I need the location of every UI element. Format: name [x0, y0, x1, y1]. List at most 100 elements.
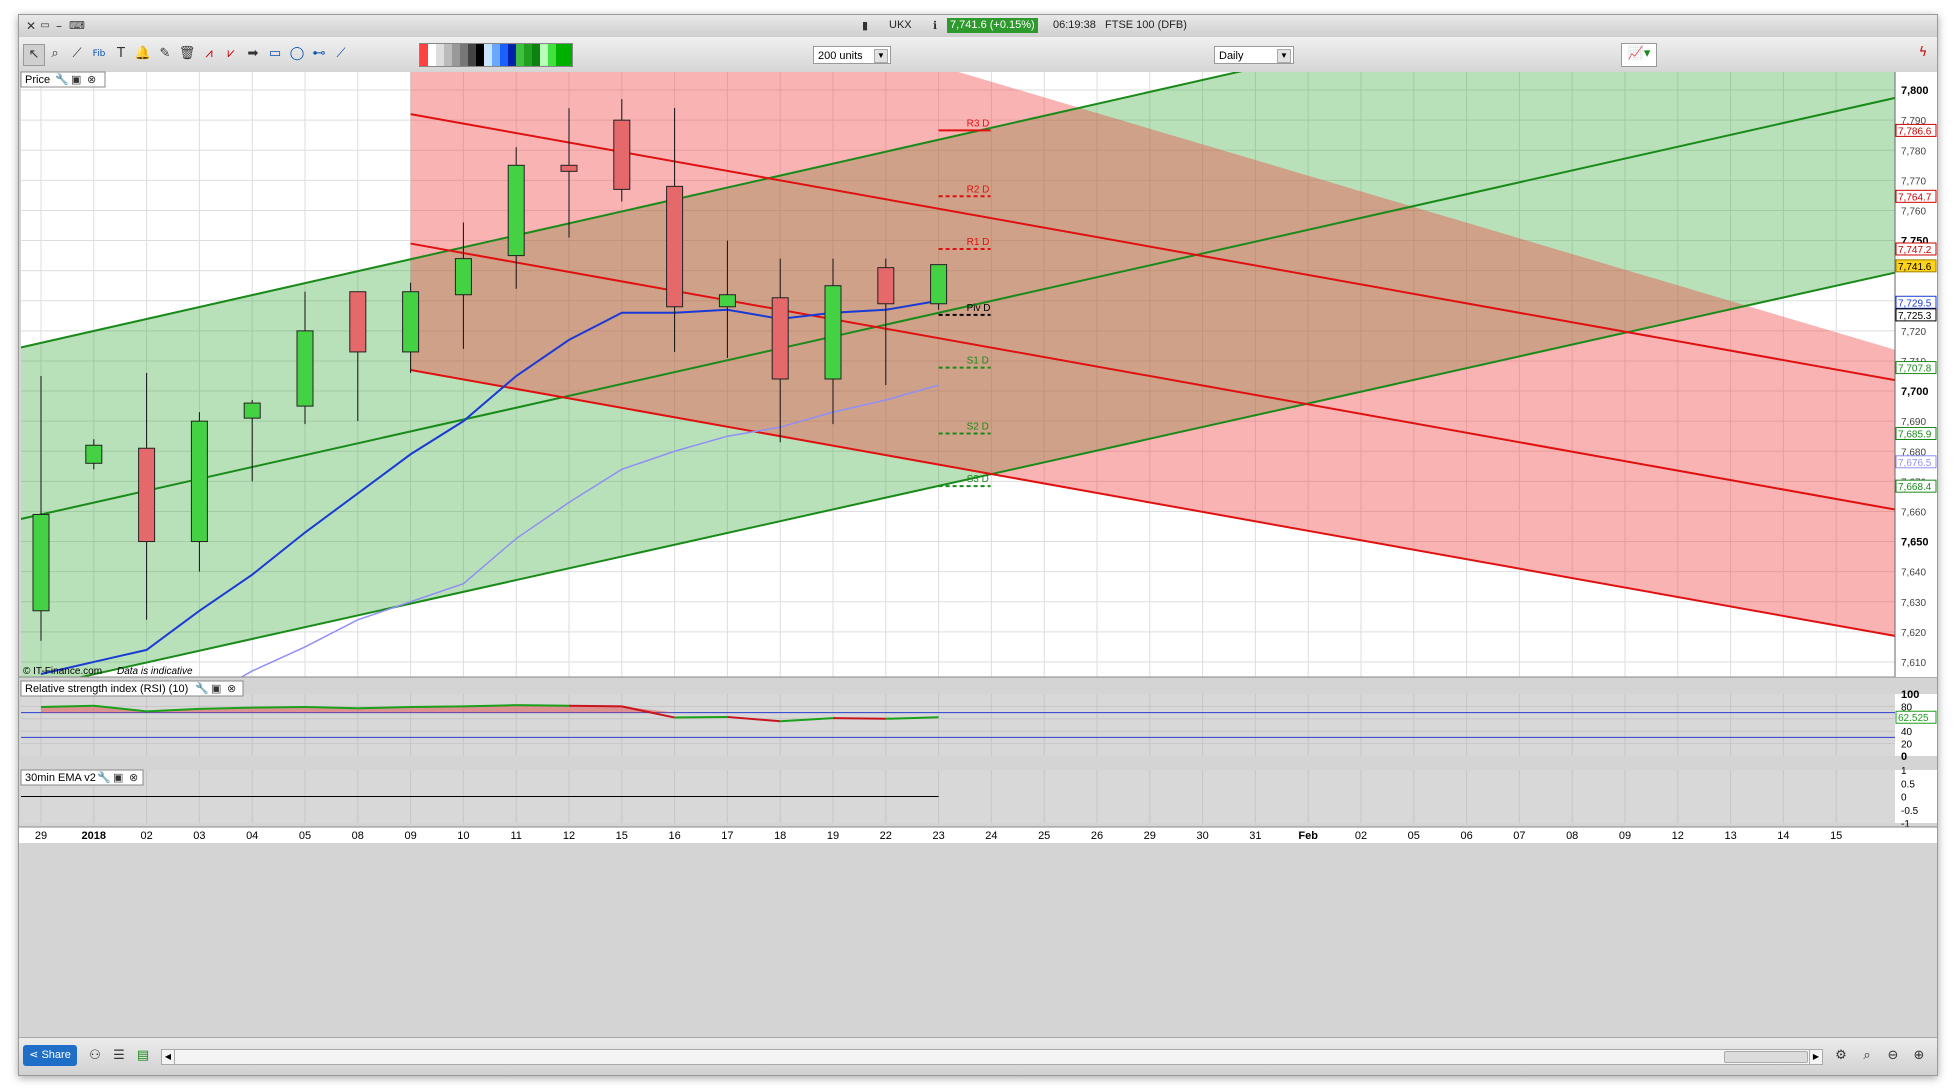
horizontal-scrollbar[interactable]: ◀ ▶ [161, 1049, 1823, 1065]
pivot-label: R2 D [967, 184, 990, 195]
window-icon[interactable]: ▣ [71, 74, 81, 86]
text-tool-icon[interactable]: T [117, 46, 125, 61]
line-tool-icon[interactable]: ⟋ [336, 46, 346, 61]
keyboard-icon[interactable]: ⌨ [69, 19, 85, 32]
price-axis[interactable]: 7,8007,7907,7807,7707,7607,7507,7207,710… [1894, 72, 1937, 677]
bearish-candle-body [138, 447, 156, 543]
price-tick-label: 7,770 [1901, 176, 1926, 187]
rsi-tick-label: 0 [1901, 751, 1907, 763]
price-tag-box [1895, 189, 1937, 203]
zigzag-tool-icon[interactable]: ⩘ [205, 46, 213, 61]
pivot-label: S3 D [967, 474, 989, 485]
indicators-menu-icon[interactable]: 📈▾ [1621, 43, 1657, 67]
instrument-name: FTSE 100 (DFB) [1105, 19, 1187, 31]
price-tag-box [1895, 479, 1937, 493]
rsi-value-tag [1895, 710, 1937, 724]
price-tick-label: 7,610 [1901, 658, 1926, 669]
date-tick-label: 09 [1619, 830, 1631, 842]
candle [296, 291, 314, 425]
title-bar: ✕ ▭ – ⌨ ▮ UKX ℹ 7,741.6 (+0.15%) 06:19:3… [19, 15, 1937, 38]
ellipse-tool-icon[interactable]: ◯ [289, 46, 305, 61]
rsi-line-segment [357, 706, 411, 710]
rsi-line-segment [304, 706, 358, 710]
date-tick-label: 08 [352, 830, 364, 842]
price-panel-title: Price [25, 74, 50, 86]
price-tag-label: 7,729.5 [1898, 298, 1932, 309]
candle [718, 240, 736, 358]
date-tick-label: 03 [193, 830, 205, 842]
wrench-icon[interactable]: 🔧 [55, 72, 69, 86]
date-tick-label: 2018 [82, 830, 106, 842]
bullish-candle-body [190, 420, 208, 543]
pivot-label: S1 D [967, 356, 989, 367]
rectangle-tool-icon[interactable]: ▭ [268, 46, 282, 61]
alert-bell-icon[interactable]: 🔔 [134, 46, 152, 61]
close-circle-icon[interactable]: ⊗ [227, 683, 236, 695]
rsi-line-segment [410, 705, 464, 709]
phone-icon[interactable]: ▮ [861, 19, 869, 32]
candle [349, 291, 367, 422]
interval-select[interactable]: Daily ▼ [1214, 46, 1294, 64]
date-tick-label: 05 [1408, 830, 1420, 842]
scroll-left-arrow[interactable]: ◀ [162, 1050, 175, 1064]
wrench-icon[interactable]: 🔧 [97, 770, 111, 784]
price-tick-label: 7,680 [1901, 447, 1926, 458]
fibonacci-tool-icon[interactable]: Fib [92, 49, 106, 59]
info-icon[interactable]: ℹ [932, 19, 938, 32]
layers-icon[interactable]: ▤ [136, 1048, 150, 1063]
bullish-candle-body [507, 164, 525, 257]
trash-icon[interactable]: 🗑 [178, 46, 196, 61]
bearish-candle-body [666, 185, 684, 308]
trendline-tool-icon[interactable]: ⟋ [72, 46, 82, 61]
people-icon[interactable]: ⚇ [89, 1048, 101, 1063]
wrench-icon[interactable]: 🔧 [195, 681, 209, 695]
price-tick-label: 7,640 [1901, 568, 1926, 579]
tools-icon[interactable]: ✎ [159, 46, 171, 61]
close-circle-icon[interactable]: ⊗ [129, 772, 138, 784]
rsi-bg [21, 694, 1895, 756]
trading-platform-window: ✕ ▭ – ⌨ ▮ UKX ℹ 7,741.6 (+0.15%) 06:19:3… [18, 14, 1938, 1076]
pivot-label: S2 D [967, 421, 989, 432]
bullish-candle-body [32, 513, 50, 612]
settings-icon[interactable]: ⚙ [1835, 1048, 1847, 1063]
price-panel: R3 D R2 D R1 D Piv D S1 D S2 D S3 D [19, 72, 1937, 678]
restore-icon[interactable]: ▭ [40, 20, 50, 31]
zoom-fit-icon[interactable]: ⌕ [1863, 1048, 1871, 1063]
share-button[interactable]: ⋖ Share [23, 1045, 77, 1066]
zoom-icon[interactable]: ⌕ [51, 46, 59, 61]
window-icon[interactable]: ▣ [113, 772, 123, 784]
color-palette[interactable] [419, 43, 573, 67]
arrow-tool-icon[interactable]: ➡ [247, 46, 259, 61]
minimize-icon[interactable]: – [56, 19, 62, 33]
close-circle-icon[interactable]: ⊗ [87, 74, 96, 86]
window-icon[interactable]: ▣ [211, 683, 221, 695]
scroll-thumb[interactable] [1724, 1051, 1808, 1063]
units-select[interactable]: 200 units ▼ [813, 46, 891, 64]
bottom-bar: ⋖ Share ⚇ ☰ ▤ ◀ ▶ ⚙ ⌕ ⊖ ⊕ [19, 1037, 1937, 1075]
candle [32, 376, 50, 641]
list-icon[interactable]: ☰ [113, 1048, 125, 1063]
green-channel-line-0 [21, 72, 1243, 349]
zoom-in-icon[interactable]: ⊕ [1913, 1048, 1925, 1063]
bullish-candle-body [243, 402, 261, 419]
price-plot-group: R3 D R2 D R1 D Piv D S1 D S2 D S3 D [21, 72, 1895, 677]
vertical-gridlines [40, 72, 1837, 677]
date-tick-label: 04 [246, 830, 258, 842]
live-chart-icon[interactable]: ϟ [1918, 45, 1928, 60]
scroll-right-arrow[interactable]: ▶ [1809, 1050, 1822, 1064]
rsi-line-segment [252, 706, 306, 709]
candle [85, 439, 103, 470]
pointer-icon[interactable]: ↖ [23, 44, 45, 66]
hline-tool-icon[interactable]: ⊷ [312, 46, 326, 61]
date-tick-label: 22 [880, 830, 892, 842]
close-icon[interactable]: ✕ [25, 19, 37, 33]
price-tag-label: 7,725.3 [1898, 311, 1932, 322]
ema-axis-bg [1895, 770, 1937, 823]
bullish-candle-body [930, 264, 948, 305]
zoom-out-icon[interactable]: ⊖ [1887, 1048, 1899, 1063]
candle [507, 147, 525, 289]
channel-tool-icon[interactable]: ⩗ [227, 46, 235, 61]
price-tag-box [1895, 259, 1937, 273]
date-tick-label: 25 [1038, 830, 1050, 842]
